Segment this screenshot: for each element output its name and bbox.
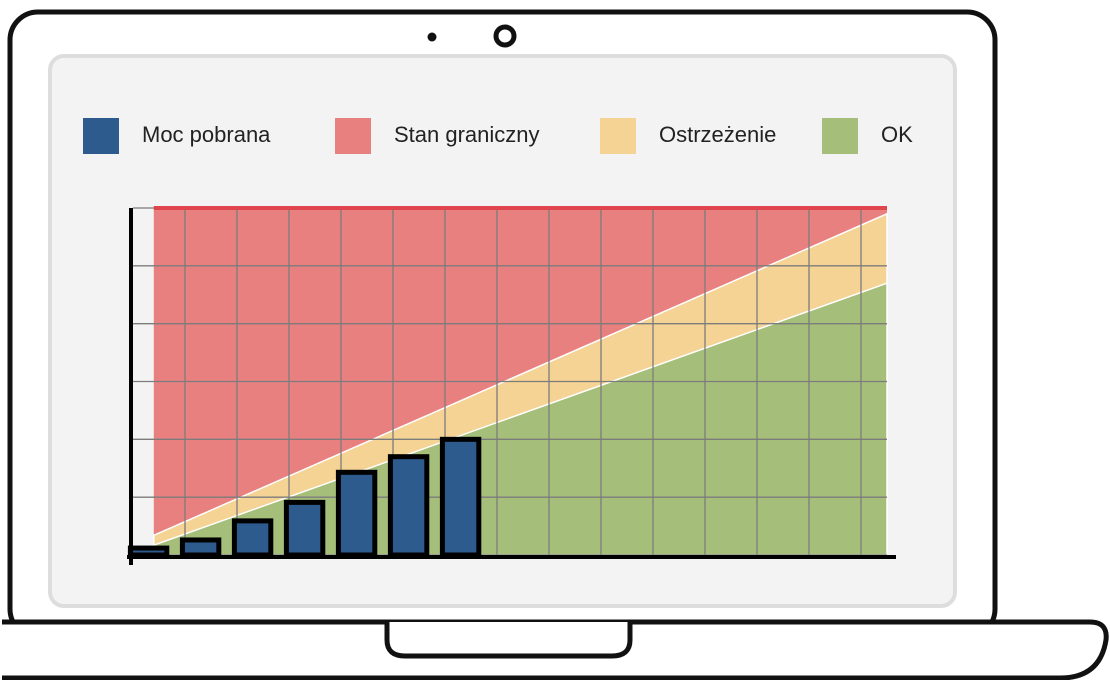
legend-label: OK (881, 122, 913, 147)
bar (442, 439, 478, 555)
bar (338, 472, 374, 555)
legend-label: Moc pobrana (142, 122, 271, 147)
bar (130, 548, 166, 555)
bar (390, 457, 426, 555)
legend-label: Stan graniczny (394, 122, 540, 147)
trackpad-notch (387, 622, 630, 656)
bar (286, 502, 322, 555)
legend-swatch (335, 118, 371, 154)
legend-swatch (822, 118, 858, 154)
legend-label: Ostrzeżenie (659, 122, 776, 147)
laptop-illustration: Moc pobrana Stan graniczny Ostrzeżenie OK (0, 0, 1110, 680)
bar (182, 540, 218, 555)
sensor (428, 33, 437, 42)
legend-swatch (83, 118, 119, 154)
legend-swatch (600, 118, 636, 154)
bar (234, 521, 270, 555)
